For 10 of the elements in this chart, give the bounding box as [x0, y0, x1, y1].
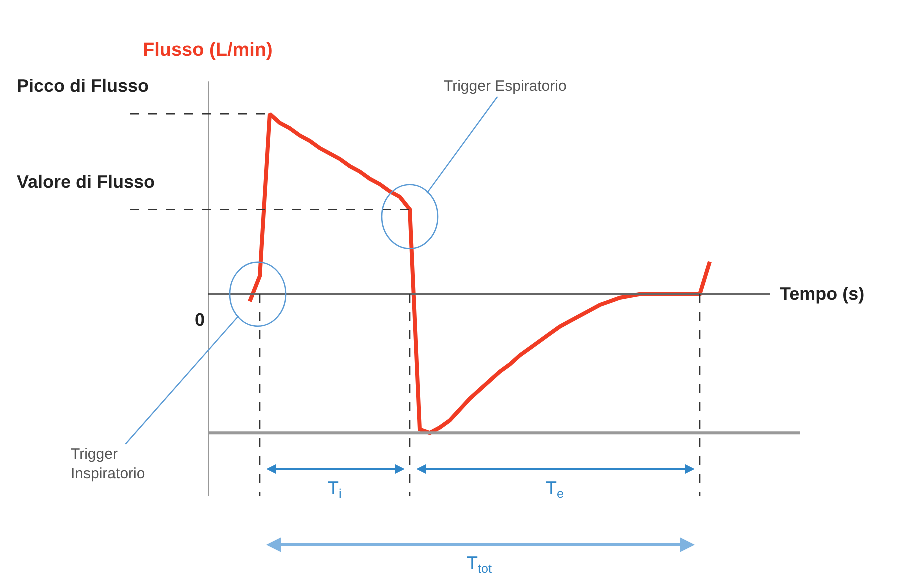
text: Trigger Espiratorio: [444, 78, 567, 95]
y-axis-title: Flusso (L/min): [143, 40, 273, 61]
x-axis-title: Tempo (s): [780, 284, 865, 304]
text: 0: [195, 310, 206, 330]
ref-line-label: Valore di Flusso: [17, 172, 156, 192]
text: T$_{tot}$: [467, 553, 493, 576]
text: T$_{e}$: [546, 478, 564, 501]
ref-line-label: Picco di Flusso: [17, 76, 150, 96]
text: Trigger Inspiratorio: [71, 446, 146, 482]
text: T$_{i}$: [328, 478, 342, 501]
